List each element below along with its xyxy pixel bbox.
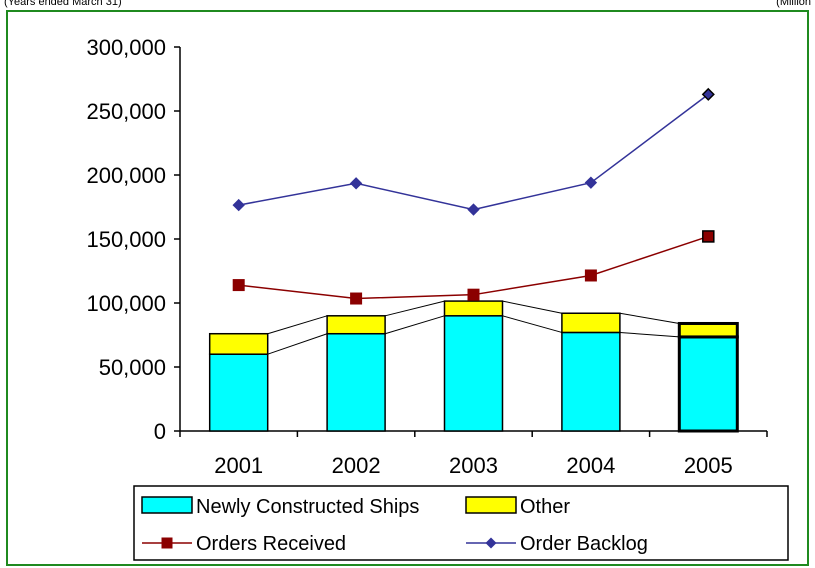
legend-marker-orders-received: [161, 537, 173, 549]
bar-other: [677, 321, 739, 339]
order-backlog-line: [238, 93, 709, 211]
bar-other: [561, 312, 621, 334]
stack-connector-lines: [267, 300, 680, 355]
lines-group: [232, 87, 715, 305]
legend: Newly Constructed Ships Other Orders Recei…: [133, 485, 789, 561]
bar-newly-constructed: [326, 332, 386, 432]
bar-newly-constructed: [677, 335, 739, 433]
units-note-left: (Years ended March 31): [4, 0, 122, 8]
total-connector: [502, 300, 563, 314]
x-tick-label: 2001: [214, 453, 263, 478]
total-connector: [384, 300, 445, 317]
bar-other: [326, 315, 386, 335]
order-backlog-point: [232, 198, 245, 212]
series-connector: [267, 333, 328, 355]
legend-swatch-other: [465, 496, 517, 514]
legend-swatch-newly-constructed: [141, 496, 193, 514]
y-tick-label: 250,000: [86, 99, 166, 124]
x-tick-label: 2002: [332, 453, 381, 478]
axes-group: 0 50,000 100,000 150,000 200,000 250,000 300,0…: [86, 35, 768, 478]
legend-label-newly-constructed: Newly Constructed Ships: [196, 496, 419, 518]
series-connector: [384, 315, 445, 335]
total-connector: [619, 312, 680, 324]
bar-other: [443, 300, 504, 317]
series-connector: [619, 331, 680, 338]
y-tick-label: 100,000: [86, 291, 166, 316]
order-backlog-point: [701, 87, 715, 101]
bar-newly-constructed: [208, 353, 269, 432]
bar-newly-constructed: [561, 331, 621, 432]
y-tick-label: 150,000: [86, 227, 166, 252]
x-tick-label: 2004: [566, 453, 615, 478]
order-backlog-point: [584, 176, 598, 189]
y-tick-label: 200,000: [86, 163, 166, 188]
bar-other: [208, 332, 269, 355]
orders-received-point: [584, 269, 597, 282]
series-connector: [502, 315, 563, 333]
legend-box: [133, 485, 789, 561]
chart-frame: [6, 10, 809, 566]
y-tick-label: 50,000: [99, 355, 166, 380]
units-note-right: (Million: [776, 0, 811, 8]
orders-received-point: [467, 288, 480, 301]
y-tick-label: 0: [154, 419, 166, 444]
x-tick-label: 2003: [449, 453, 498, 478]
order-backlog-point: [349, 177, 363, 190]
orders-received-point: [350, 292, 363, 305]
bar-newly-constructed: [443, 315, 504, 432]
orders-received-point: [232, 279, 245, 292]
legend-label-order-backlog: Order Backlog: [520, 533, 648, 555]
orders-received-point: [702, 230, 715, 243]
total-connector: [267, 315, 328, 335]
bars-group: [208, 300, 739, 433]
order-backlog-point: [467, 203, 480, 216]
legend-marker-order-backlog: [485, 537, 497, 549]
legend-label-orders-received: Orders Received: [196, 533, 346, 555]
legend-label-other: Other: [520, 496, 570, 518]
x-tick-label: 2005: [684, 453, 733, 478]
y-tick-label: 300,000: [86, 35, 166, 60]
